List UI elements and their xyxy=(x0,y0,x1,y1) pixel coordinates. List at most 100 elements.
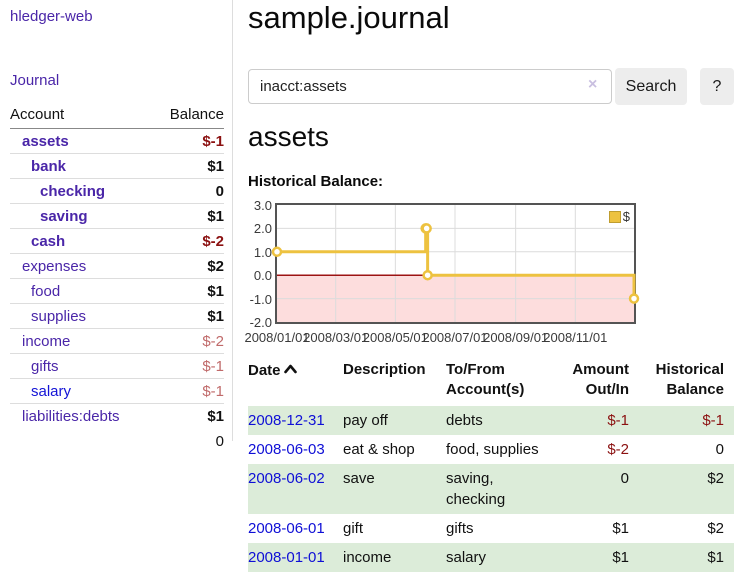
account-balance: $1 xyxy=(153,303,224,329)
account-balance: $-1 xyxy=(153,378,224,404)
y-axis-tick-label: 2.0 xyxy=(253,221,272,237)
column-header-description: Description xyxy=(343,361,426,378)
accounts-header-balance: Balance xyxy=(153,103,224,129)
account-link-expenses[interactable]: expenses xyxy=(22,258,87,275)
search-input[interactable] xyxy=(248,69,612,104)
account-link-saving[interactable]: saving xyxy=(40,208,88,225)
transaction-accounts: gifts xyxy=(446,520,474,537)
transaction-amount: 0 xyxy=(554,464,639,514)
transaction-balance: $-1 xyxy=(639,406,734,435)
account-link-supplies[interactable]: supplies xyxy=(31,308,87,325)
x-axis-tick-label: 2008/03/01 xyxy=(303,330,369,345)
transaction-balance: $1 xyxy=(639,543,734,572)
historical-balance-chart: 3.0 2.0 1.0 0.0 -1.0 -2.0 $ 2008/01/01 2008/03… xyxy=(244,198,734,349)
legend-label: $ xyxy=(622,209,630,224)
account-row: supplies $1 xyxy=(10,303,224,329)
account-row: bank $1 xyxy=(10,153,224,179)
account-row: saving $1 xyxy=(10,203,224,229)
column-header-accounts: To/From Account(s) xyxy=(446,361,525,398)
transaction-amount: $-1 xyxy=(554,406,639,435)
transaction-accounts: food, supplies xyxy=(446,441,539,458)
transaction-accounts: saving, checking xyxy=(446,464,554,514)
transaction-amount: $-2 xyxy=(607,441,629,458)
account-link-cash[interactable]: cash xyxy=(31,233,66,250)
brand-link[interactable]: hledger-web xyxy=(10,8,93,25)
chart-canvas xyxy=(271,205,640,322)
account-balance: $1 xyxy=(153,153,224,179)
transaction-date-link[interactable]: 2008-01-01 xyxy=(248,549,325,566)
account-link-gifts[interactable]: gifts xyxy=(31,358,59,375)
account-link-income[interactable]: income xyxy=(22,333,71,350)
y-axis-tick-label: 1.0 xyxy=(253,244,272,260)
search-button[interactable]: Search xyxy=(615,68,687,105)
accounts-table: Account Balance assets $-1 bank $1 check… xyxy=(10,103,224,455)
account-balance: $1 xyxy=(153,278,224,304)
chart-plot-area: $ xyxy=(271,203,640,324)
account-row: gifts $-1 xyxy=(10,353,224,379)
account-page-title: assets xyxy=(248,121,329,152)
transaction-row: 2008-06-02 save saving, checking 0 $2 xyxy=(248,464,734,514)
chevron-up-icon xyxy=(283,360,297,380)
accounts-total-row: 0 xyxy=(10,428,224,455)
account-link-liabilities-debts[interactable]: liabilities:debts xyxy=(22,408,120,425)
y-axis-tick-label: 3.0 xyxy=(253,198,272,213)
account-row: checking 0 xyxy=(10,178,224,204)
accounts-total-value: 0 xyxy=(215,433,224,450)
accounts-header-account: Account xyxy=(10,103,154,129)
account-row: liabilities:debts $1 xyxy=(10,403,224,428)
account-link-assets[interactable]: assets xyxy=(22,133,69,150)
chart-legend: $ xyxy=(608,209,630,224)
register-table: Date Description To/From Account(s) Amoun… xyxy=(248,358,734,572)
account-link-salary[interactable]: salary xyxy=(31,383,72,400)
sidebar: hledger-web Journal Account Balance asse… xyxy=(0,0,233,450)
transaction-balance: 0 xyxy=(715,441,724,458)
search-bar: × Search ? xyxy=(248,68,734,105)
column-header-date[interactable]: Date xyxy=(248,358,343,406)
column-header-balance: Historical Balance xyxy=(655,361,724,398)
account-link-bank[interactable]: bank xyxy=(31,158,67,175)
page-title: sample.journal xyxy=(248,0,450,35)
x-axis-tick-label: 2008/09/01 xyxy=(483,330,549,345)
transaction-description: save xyxy=(343,464,446,514)
clear-search-icon[interactable]: × xyxy=(588,76,598,93)
account-link-food[interactable]: food xyxy=(31,283,61,300)
main-content: sample.journal × Search ? assets Histori… xyxy=(244,0,734,582)
account-link-checking[interactable]: checking xyxy=(40,183,106,200)
transaction-row: 2008-01-01 income salary $1 $1 xyxy=(248,543,734,572)
transaction-balance: $2 xyxy=(639,464,734,514)
account-row: income $-2 xyxy=(10,328,224,354)
sidebar-item-journal[interactable]: Journal xyxy=(10,72,60,89)
chart-heading: Historical Balance: xyxy=(248,173,384,190)
transaction-amount: $1 xyxy=(612,520,629,537)
x-axis-tick-label: 2008/05/01 xyxy=(362,330,428,345)
account-balance: $-2 xyxy=(153,328,224,354)
transaction-date-link[interactable]: 2008-06-01 xyxy=(248,520,325,537)
account-balance: $1 xyxy=(153,203,224,229)
account-balance: $-1 xyxy=(153,353,224,379)
accounts-header-row: Account Balance xyxy=(10,103,224,129)
account-balance: 0 xyxy=(153,178,224,204)
transaction-date-link[interactable]: 2008-06-03 xyxy=(248,441,325,458)
transaction-description: income xyxy=(343,543,446,572)
legend-swatch-icon xyxy=(608,210,621,223)
account-row: food $1 xyxy=(10,278,224,304)
transaction-description: gift xyxy=(343,520,364,537)
transaction-accounts: salary xyxy=(446,543,554,572)
transaction-amount: $1 xyxy=(554,543,639,572)
x-axis-tick-label: 2008/11/01 xyxy=(543,330,608,345)
account-row: cash $-2 xyxy=(10,228,224,254)
transaction-row: 2008-06-03 eat & shop food, supplies $-2… xyxy=(248,435,734,464)
transaction-description: pay off xyxy=(343,406,446,435)
transaction-date-link[interactable]: 2008-12-31 xyxy=(248,412,325,429)
account-row: assets $-1 xyxy=(10,128,224,154)
transaction-row: 2008-12-31 pay off debts $-1 $-1 xyxy=(248,406,734,435)
y-axis-tick-label: -1.0 xyxy=(249,291,272,307)
y-axis-tick-label: 0.0 xyxy=(253,268,272,284)
account-balance: $-1 xyxy=(153,128,224,154)
transaction-description: eat & shop xyxy=(343,441,415,458)
help-button[interactable]: ? xyxy=(700,68,734,105)
transaction-accounts: debts xyxy=(446,406,554,435)
transaction-date-link[interactable]: 2008-06-02 xyxy=(248,470,325,487)
transaction-row: 2008-06-01 gift gifts $1 $2 xyxy=(248,514,734,543)
column-header-amount: Amount Out/In xyxy=(572,361,629,398)
